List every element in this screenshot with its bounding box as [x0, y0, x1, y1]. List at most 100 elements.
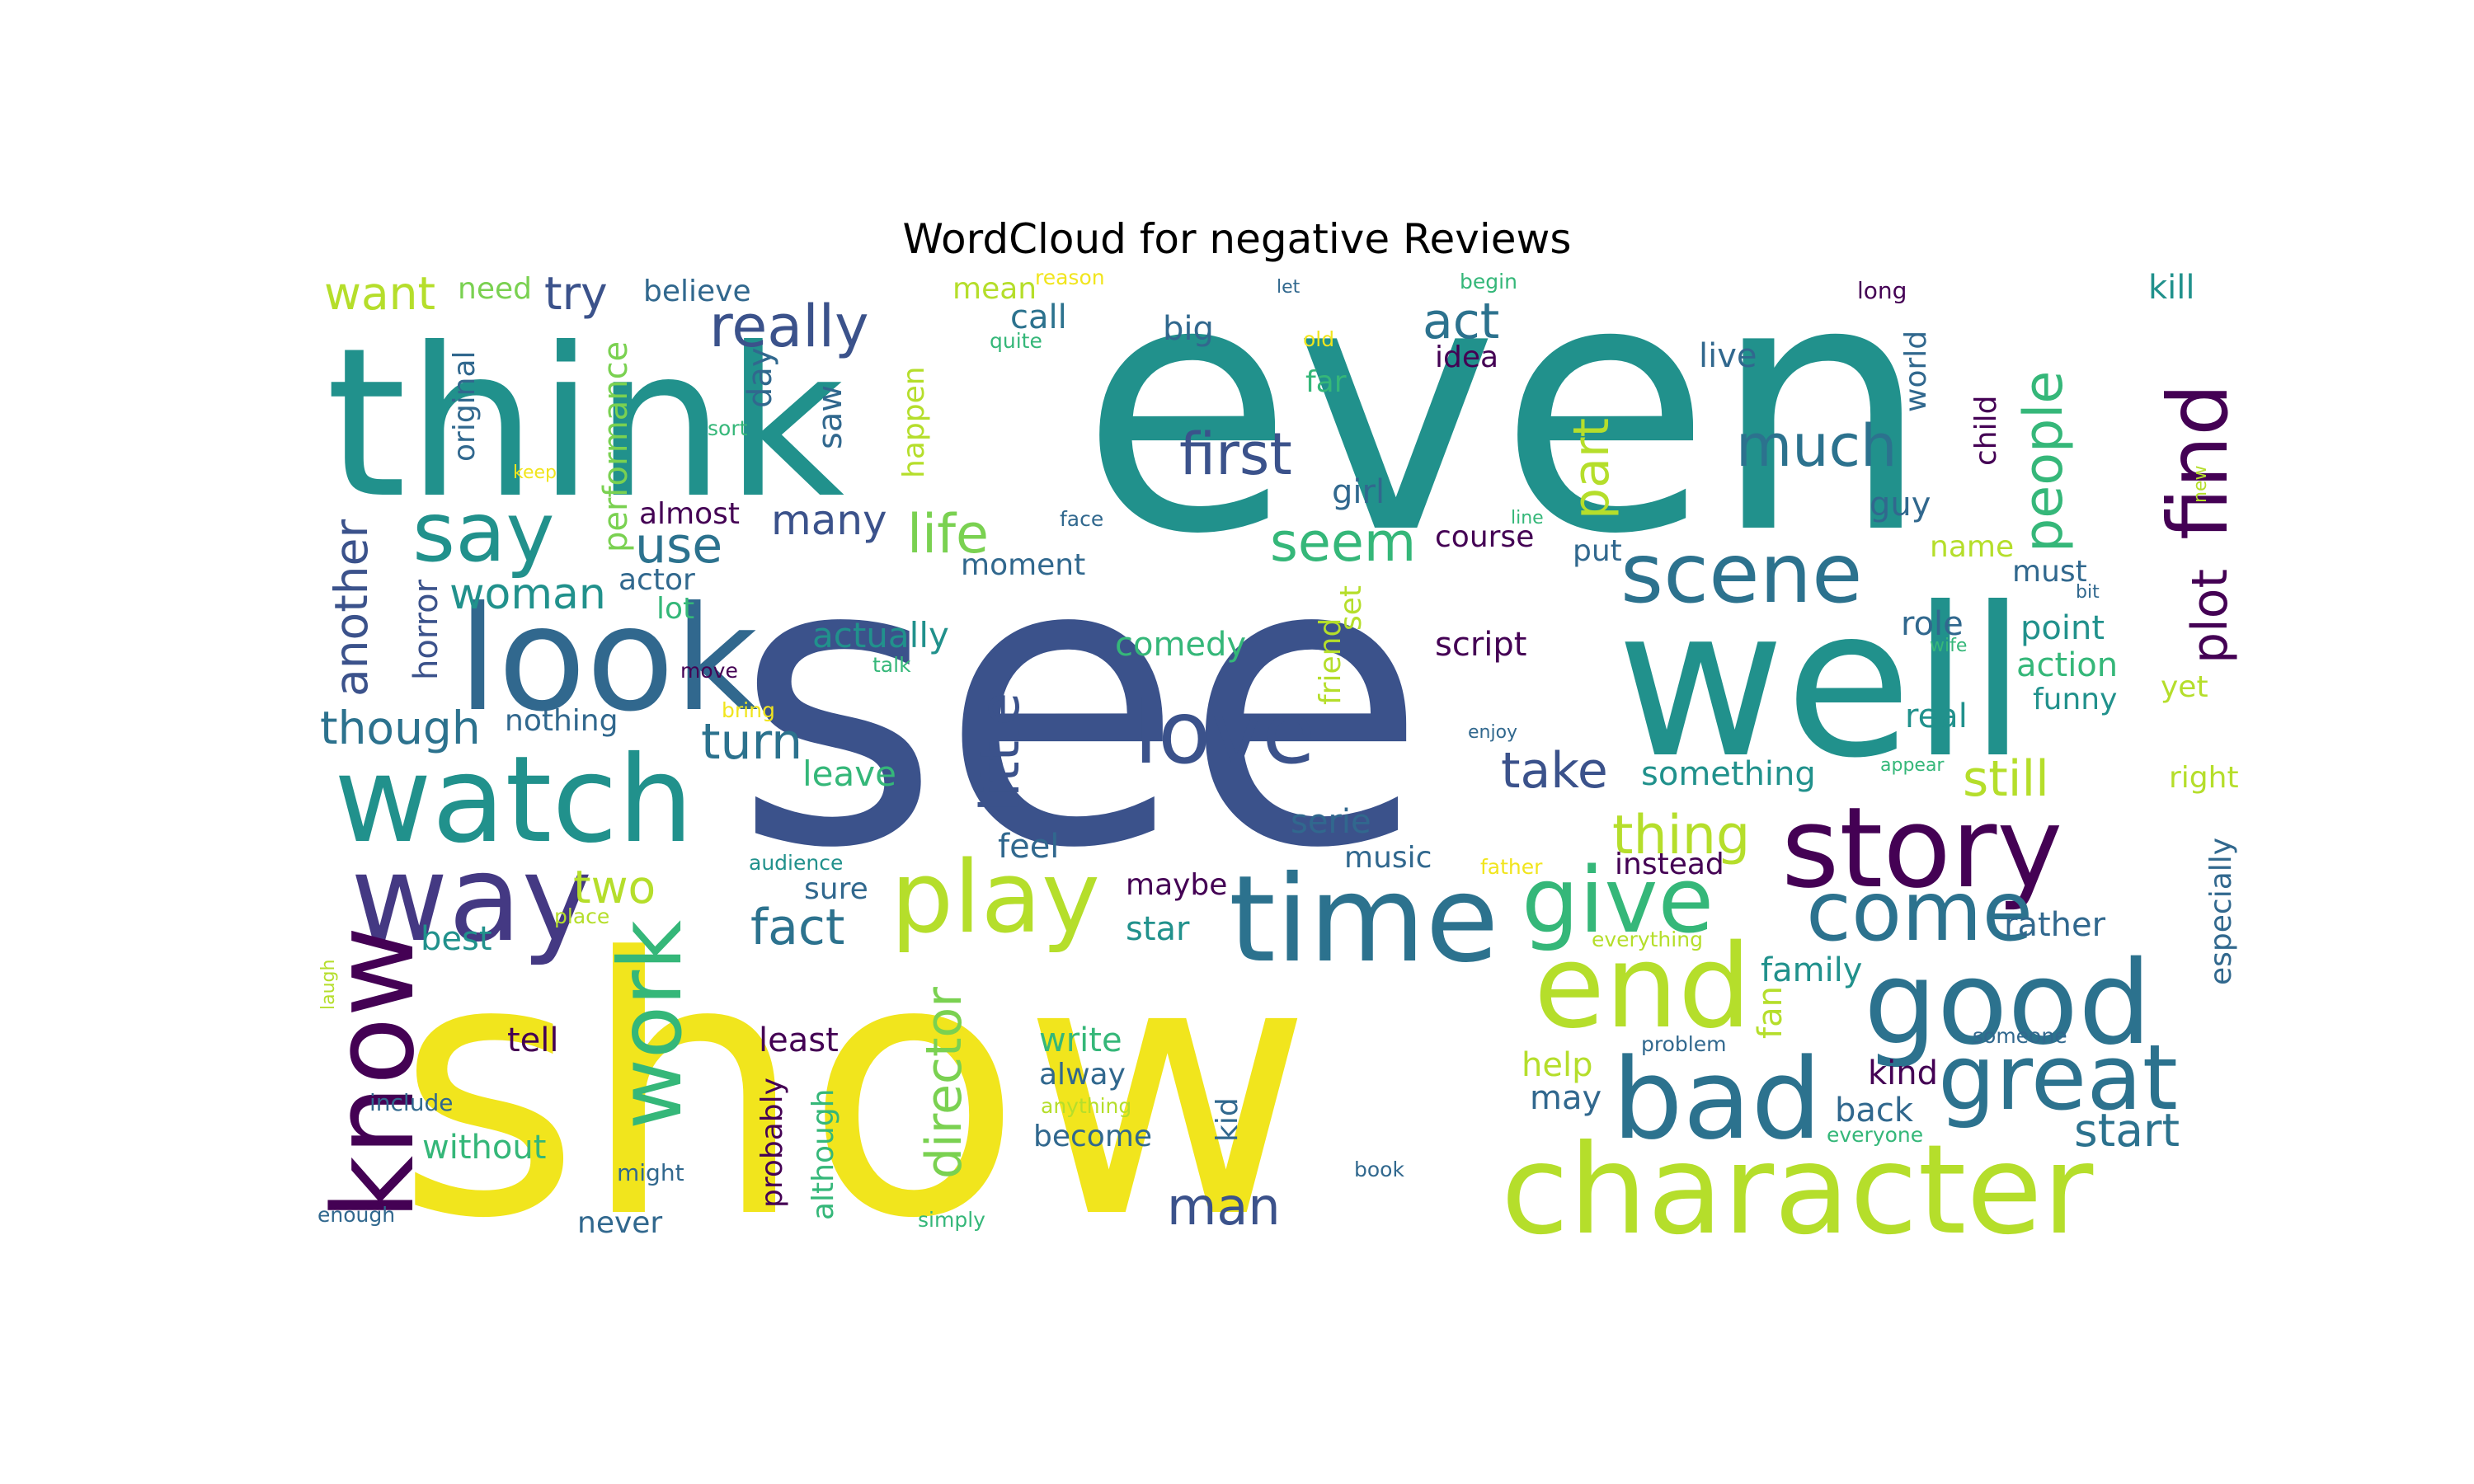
word-family: family — [1761, 951, 1862, 989]
word-serie: serie — [1291, 803, 1371, 841]
word-original: original — [448, 350, 482, 462]
word-seem: seem — [1270, 512, 1416, 574]
word-work: work — [600, 920, 701, 1129]
word-enough: enough — [317, 1203, 395, 1227]
word-simply: simply — [918, 1208, 985, 1232]
word-mean: mean — [952, 272, 1037, 306]
word-fact: fact — [750, 899, 844, 956]
word-much: much — [1736, 412, 1897, 480]
word-best: best — [421, 920, 492, 958]
word-keep: keep — [513, 463, 557, 483]
word-good: good — [1864, 937, 2152, 1071]
word-find: find — [2150, 383, 2246, 540]
word-guy: guy — [1870, 486, 1931, 524]
word-little: little — [970, 693, 1032, 812]
word-course: course — [1435, 520, 1534, 554]
word-something: something — [1641, 755, 1816, 793]
word-funny: funny — [2033, 683, 2117, 716]
word-believe: believe — [643, 275, 751, 308]
word-watch: watch — [334, 730, 694, 870]
word-actually: actually — [812, 615, 949, 655]
word-problem: problem — [1641, 1032, 1726, 1056]
word-great: great — [1938, 1025, 2178, 1130]
word-reason: reason — [1035, 265, 1105, 289]
word-come: come — [1806, 863, 2033, 960]
word-book: book — [1354, 1158, 1404, 1181]
word-new: new — [2190, 466, 2211, 503]
word-almost: almost — [639, 497, 740, 531]
word-father: father — [1480, 855, 1543, 879]
word-everyone: everyone — [1827, 1123, 1923, 1147]
word-live: live — [1699, 337, 1757, 375]
word-role: role — [1901, 605, 1964, 643]
word-use: use — [635, 517, 722, 575]
word-tell: tell — [507, 1021, 559, 1059]
word-far: far — [1305, 365, 1347, 399]
word-say: say — [412, 484, 555, 580]
word-child: child — [1969, 396, 2003, 466]
word-many: many — [771, 496, 887, 544]
word-woman: woman — [449, 570, 606, 619]
word-long: long — [1857, 277, 1907, 304]
word-look: look — [458, 576, 758, 744]
word-moment: moment — [961, 548, 1085, 582]
word-face: face — [1060, 507, 1103, 531]
word-character: character — [1501, 1119, 2094, 1262]
word-put: put — [1573, 534, 1622, 568]
word-become: become — [1033, 1120, 1152, 1153]
word-right: right — [2169, 761, 2239, 795]
word-maybe: maybe — [1126, 868, 1227, 902]
word-everything: everything — [1592, 928, 1703, 951]
word-friend: friend — [1314, 618, 1348, 705]
word-show: show — [396, 884, 1312, 1296]
word-try: try — [544, 267, 608, 320]
word-talk: talk — [872, 653, 911, 677]
word-well: well — [1616, 563, 2026, 803]
word-help: help — [1522, 1046, 1592, 1084]
word-people: people — [2013, 371, 2075, 552]
word-know: know — [309, 926, 439, 1220]
word-sort: sort — [708, 416, 748, 440]
word-play: play — [891, 841, 1100, 956]
word-idea: idea — [1435, 340, 1498, 374]
word-place: place — [554, 904, 609, 928]
word-even: even — [1080, 207, 1931, 610]
word-man: man — [1167, 1176, 1281, 1237]
word-plot: plot — [2181, 569, 2239, 664]
word-happen: happen — [897, 366, 931, 478]
word-back: back — [1835, 1092, 1914, 1129]
word-old: old — [1303, 327, 1334, 351]
word-wife: wife — [1930, 636, 1967, 656]
word-anything: anything — [1041, 1094, 1131, 1118]
word-bad: bad — [1612, 1035, 1822, 1164]
word-need: need — [458, 272, 532, 306]
word-action: action — [2016, 646, 2118, 684]
word-kill: kill — [2148, 269, 2195, 307]
word-love: love — [1134, 683, 1315, 783]
figure-title: WordCloud for negative Reviews — [902, 215, 1572, 263]
word-enjoy: enjoy — [1468, 722, 1517, 743]
word-yet: yet — [2161, 670, 2208, 704]
word-time: time — [1229, 850, 1499, 989]
word-bring: bring — [722, 698, 775, 722]
word-really: really — [709, 293, 869, 360]
word-someone: someone — [1973, 1024, 2067, 1048]
word-another: another — [325, 519, 378, 697]
word-call: call — [1010, 298, 1067, 336]
word-feel: feel — [998, 828, 1059, 866]
word-girl: girl — [1332, 473, 1385, 511]
word-part: part — [1563, 418, 1620, 519]
word-thing: thing — [1612, 805, 1750, 866]
word-especially: especially — [2204, 838, 2238, 985]
word-saw: saw — [811, 385, 849, 449]
word-include: include — [369, 1089, 453, 1116]
word-big: big — [1163, 310, 1214, 348]
word-turn: turn — [701, 713, 802, 771]
word-without: without — [422, 1129, 546, 1167]
word-bit: bit — [2076, 582, 2100, 603]
word-though: though — [320, 702, 481, 754]
word-sure: sure — [804, 872, 868, 906]
word-never: never — [577, 1206, 662, 1240]
word-end: end — [1534, 920, 1752, 1054]
